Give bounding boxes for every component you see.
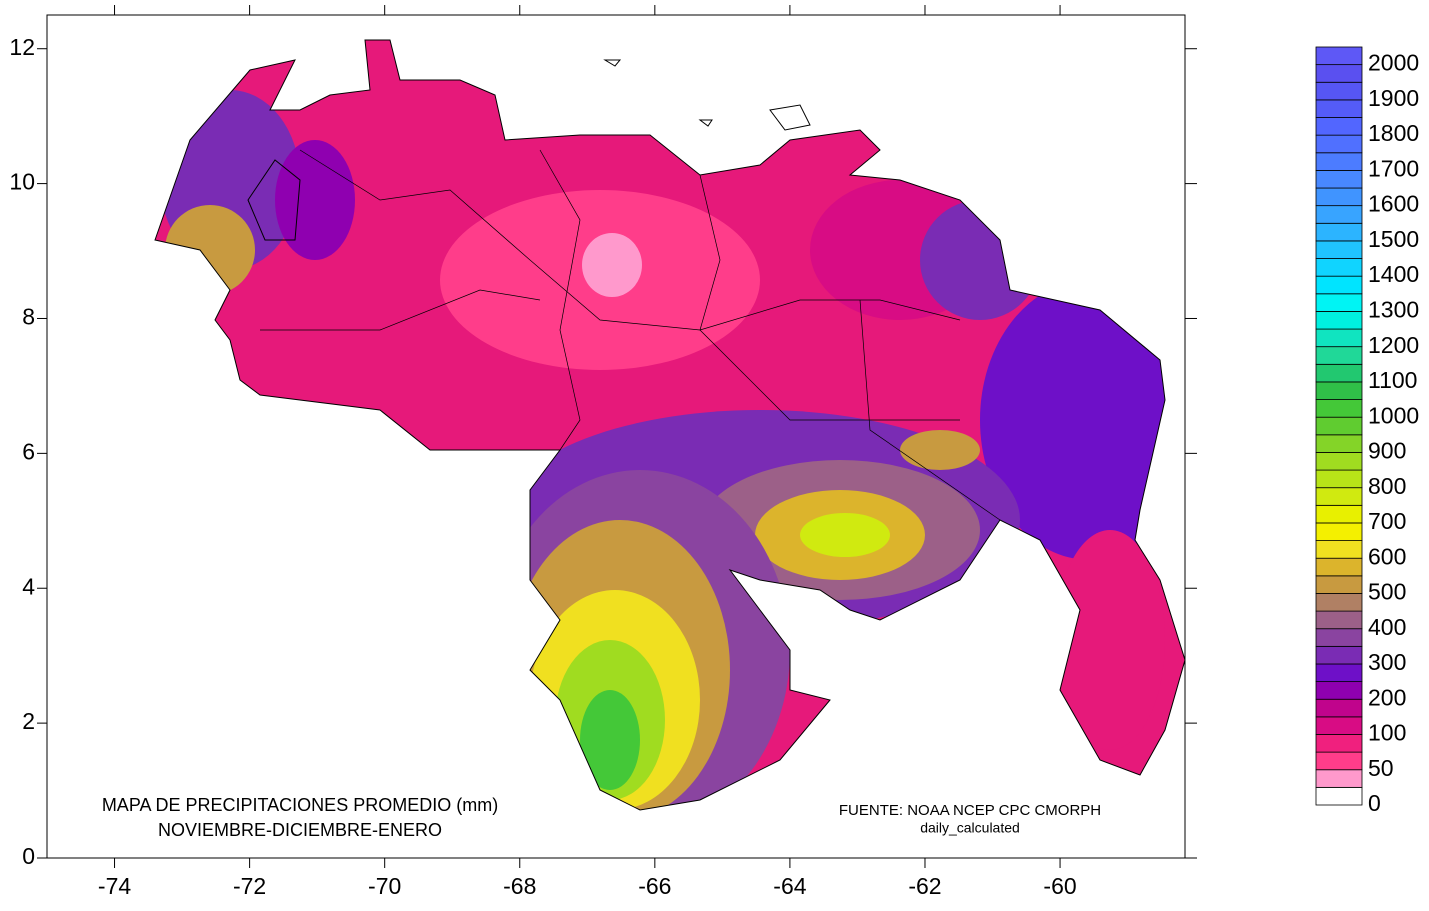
x-tick-label: -68 bbox=[503, 873, 536, 899]
state-borders bbox=[260, 149, 1001, 521]
legend-band bbox=[1315, 786, 1363, 806]
legend-label: 800 bbox=[1368, 473, 1406, 499]
legend-band bbox=[1315, 681, 1363, 700]
y-tick-label: 10 bbox=[9, 169, 35, 195]
map-title: MAPA DE PRECIPITACIONES PROMEDIO (mm) bbox=[102, 795, 498, 815]
legend-band bbox=[1315, 328, 1363, 348]
x-tick-label: -64 bbox=[773, 873, 806, 899]
x-tick-label: -74 bbox=[98, 873, 131, 899]
legend-label: 300 bbox=[1368, 649, 1406, 675]
legend-band bbox=[1315, 293, 1363, 312]
legend-band bbox=[1315, 275, 1363, 295]
legend-label: 1800 bbox=[1368, 120, 1419, 146]
legend-band bbox=[1315, 46, 1363, 66]
y-tick-label: 8 bbox=[22, 304, 35, 330]
x-tick-label: -60 bbox=[1043, 873, 1076, 899]
legend-label: 200 bbox=[1368, 684, 1406, 710]
legend-band bbox=[1315, 593, 1363, 612]
legend-band bbox=[1315, 187, 1363, 207]
legend-band bbox=[1315, 540, 1363, 559]
legend-band bbox=[1315, 716, 1363, 735]
country-outline bbox=[154, 39, 1186, 811]
legend-band bbox=[1315, 504, 1363, 524]
legend-band bbox=[1315, 452, 1363, 471]
legend-band bbox=[1315, 152, 1363, 171]
islands bbox=[603, 59, 811, 131]
y-tick-label: 2 bbox=[22, 708, 35, 734]
legend-band bbox=[1315, 134, 1363, 154]
plot-frame bbox=[46, 14, 1186, 859]
legend-band bbox=[1315, 769, 1363, 788]
legend-label: 900 bbox=[1368, 438, 1406, 464]
y-tick-label: 6 bbox=[22, 438, 35, 464]
legend-band bbox=[1315, 575, 1363, 594]
legend-band bbox=[1315, 522, 1363, 541]
legend-label: 1600 bbox=[1368, 191, 1419, 217]
x-tick-label: -72 bbox=[233, 873, 266, 899]
legend-label: 0 bbox=[1368, 790, 1381, 816]
legend-band bbox=[1315, 663, 1363, 683]
legend-label: 700 bbox=[1368, 508, 1406, 534]
legend-band bbox=[1315, 734, 1363, 753]
legend-band bbox=[1315, 240, 1363, 259]
legend-band bbox=[1315, 628, 1363, 647]
legend-band bbox=[1315, 610, 1363, 630]
x-tick-label: -66 bbox=[638, 873, 671, 899]
legend-label: 1300 bbox=[1368, 296, 1419, 322]
y-tick-label: 0 bbox=[22, 843, 35, 869]
legend-band bbox=[1315, 645, 1363, 665]
map-subtitle: NOVIEMBRE-DICIEMBRE-ENERO bbox=[158, 820, 442, 840]
legend-band bbox=[1315, 487, 1363, 506]
legend-band bbox=[1315, 99, 1363, 118]
legend-band bbox=[1315, 698, 1363, 718]
legend-label: 1900 bbox=[1368, 85, 1419, 111]
legend-band bbox=[1315, 751, 1363, 771]
legend-label: 1200 bbox=[1368, 332, 1419, 358]
legend-band bbox=[1315, 64, 1363, 83]
legend-band bbox=[1315, 222, 1363, 242]
legend-band bbox=[1315, 346, 1363, 365]
legend-band bbox=[1315, 169, 1363, 189]
legend-band bbox=[1315, 311, 1363, 330]
legend-label: 1700 bbox=[1368, 155, 1419, 181]
legend-band bbox=[1315, 81, 1363, 101]
legend-band bbox=[1315, 416, 1363, 436]
legend-label: 100 bbox=[1368, 720, 1406, 746]
legend-label: 1400 bbox=[1368, 261, 1419, 287]
y-tick-label: 4 bbox=[22, 573, 35, 599]
legend-band bbox=[1315, 117, 1363, 136]
legend-label: 600 bbox=[1368, 543, 1406, 569]
source-text: FUENTE: NOAA NCEP CPC CMORPH bbox=[839, 802, 1101, 819]
legend-label: 400 bbox=[1368, 614, 1406, 640]
legend-band bbox=[1315, 205, 1363, 224]
x-tick-label: -70 bbox=[368, 873, 401, 899]
legend-label: 50 bbox=[1368, 755, 1394, 781]
y-tick-label: 12 bbox=[9, 34, 35, 60]
legend-band bbox=[1315, 469, 1363, 489]
legend-band bbox=[1315, 363, 1363, 383]
legend-label: 1500 bbox=[1368, 226, 1419, 252]
legend-band bbox=[1315, 381, 1363, 400]
precipitation-field bbox=[155, 40, 1185, 810]
x-tick-label: -62 bbox=[908, 873, 941, 899]
legend-band bbox=[1315, 399, 1363, 418]
legend-band bbox=[1315, 557, 1363, 577]
legend-label: 1000 bbox=[1368, 402, 1419, 428]
legend-label: 2000 bbox=[1368, 50, 1419, 76]
legend-band bbox=[1315, 258, 1363, 277]
legend-label: 1100 bbox=[1368, 367, 1417, 393]
source-subtext: daily_calculated bbox=[920, 820, 1020, 836]
legend-label: 500 bbox=[1368, 579, 1406, 605]
legend-band bbox=[1315, 434, 1363, 453]
